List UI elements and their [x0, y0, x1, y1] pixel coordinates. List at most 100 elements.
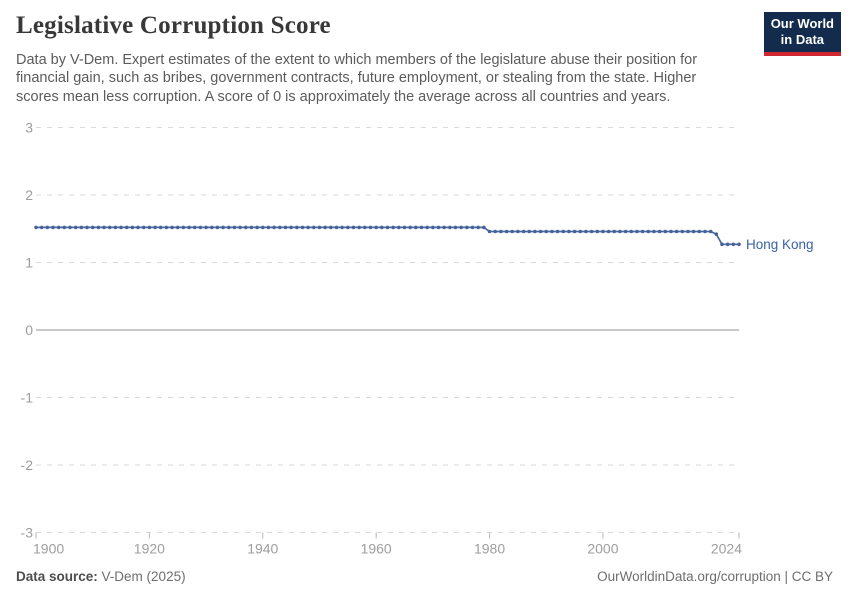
data-point — [561, 229, 566, 234]
data-point — [731, 242, 736, 247]
data-point — [618, 229, 622, 234]
data-point — [266, 225, 271, 230]
x-axis-label: 1960 — [361, 541, 392, 557]
data-point — [340, 225, 344, 230]
license-link[interactable]: OurWorldinData.org/corruption | CC BY — [597, 569, 833, 584]
data-point — [300, 225, 305, 230]
x-axis-label: 1920 — [134, 541, 165, 557]
data-source-label: Data source: — [16, 569, 98, 584]
data-point — [595, 229, 600, 234]
data-point — [533, 229, 537, 234]
data-point — [720, 242, 724, 247]
data-point — [686, 229, 690, 234]
data-point — [283, 225, 288, 230]
data-point — [572, 229, 577, 234]
data-point — [504, 229, 509, 234]
data-point — [419, 225, 424, 230]
data-point — [431, 225, 435, 230]
data-point — [198, 225, 203, 230]
data-point — [289, 225, 293, 230]
data-point — [119, 225, 123, 230]
data-point — [147, 225, 152, 230]
data-point — [459, 225, 464, 230]
data-point — [663, 229, 668, 234]
data-point — [476, 225, 481, 230]
data-point — [674, 229, 679, 234]
data-point — [448, 225, 452, 230]
data-point — [527, 229, 531, 234]
data-point — [295, 225, 299, 230]
owid-logo: Our World in Data — [763, 12, 841, 56]
data-point — [51, 225, 55, 230]
data-point — [351, 225, 356, 230]
data-point — [714, 232, 719, 236]
series-line — [36, 226, 739, 246]
data-point — [578, 229, 583, 234]
data-point — [175, 225, 180, 230]
data-point — [85, 225, 89, 230]
y-axis-label: 0 — [25, 322, 33, 338]
data-point — [680, 229, 685, 234]
y-axis-label: 1 — [25, 255, 33, 271]
x-axis-label: 2024 — [711, 541, 742, 557]
data-point — [62, 225, 67, 230]
data-point — [629, 229, 634, 234]
data-point — [153, 225, 157, 230]
data-point — [436, 225, 441, 230]
data-point — [261, 225, 265, 230]
x-axis-label: 1940 — [247, 541, 278, 557]
data-source: Data source: V-Dem (2025) — [16, 569, 186, 584]
data-point — [227, 225, 231, 230]
data-point — [380, 225, 384, 230]
x-axis-label: 2000 — [587, 541, 618, 557]
data-point — [510, 229, 514, 234]
data-point — [170, 225, 174, 230]
y-axis-label: -1 — [21, 390, 34, 406]
data-point — [442, 225, 447, 230]
data-point — [544, 229, 548, 234]
page-title: Legislative Corruption Score — [16, 12, 331, 39]
data-point — [181, 225, 186, 230]
data-point — [482, 225, 486, 230]
data-point — [550, 229, 554, 234]
data-point — [737, 242, 741, 247]
data-point — [465, 225, 469, 230]
data-point — [363, 225, 367, 230]
data-point — [555, 229, 560, 234]
data-point — [113, 225, 118, 230]
data-point — [725, 242, 730, 247]
data-point — [210, 225, 214, 230]
data-point — [521, 229, 526, 234]
data-point — [244, 225, 248, 230]
data-point — [357, 225, 362, 230]
data-point — [192, 225, 197, 230]
data-point — [249, 225, 254, 230]
data-point — [487, 229, 492, 234]
x-axis-label: 1980 — [474, 541, 505, 557]
data-point — [306, 225, 310, 230]
data-point — [136, 225, 140, 230]
data-point — [346, 225, 350, 230]
owid-logo-line2: in Data — [780, 32, 825, 48]
data-point — [408, 225, 413, 230]
entity-label[interactable]: Hong Kong — [746, 237, 814, 252]
data-point — [703, 229, 707, 234]
data-point — [90, 225, 95, 230]
data-point — [79, 225, 84, 230]
data-point — [124, 225, 129, 230]
data-point — [317, 225, 322, 230]
data-point — [470, 225, 475, 230]
y-axis-label: -3 — [21, 525, 34, 541]
data-point — [56, 225, 61, 230]
data-point — [391, 225, 396, 230]
data-point — [652, 229, 656, 234]
data-point — [697, 229, 702, 234]
data-point — [204, 225, 208, 230]
x-axis-label: 1900 — [33, 541, 64, 557]
data-point — [334, 225, 339, 230]
data-point — [493, 229, 498, 234]
data-point — [584, 229, 588, 234]
data-point — [601, 229, 605, 234]
data-point — [657, 229, 662, 234]
